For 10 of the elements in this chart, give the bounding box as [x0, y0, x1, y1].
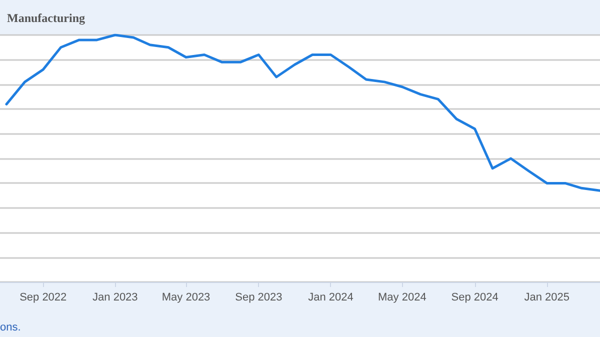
- text: ons.: [0, 322, 21, 334]
- x-tick-label: Jan 2025: [524, 292, 570, 304]
- x-tick-label: May 2023: [162, 292, 210, 304]
- x-tick-label: Jan 2024: [308, 292, 354, 304]
- x-tick-label: Sep 2023: [235, 292, 282, 304]
- x-tick-label: Sep 2024: [451, 292, 498, 304]
- x-tick-label: Jan 2023: [92, 292, 138, 304]
- chart-title: Manufacturing: [7, 11, 85, 25]
- x-tick-label: May 2024: [378, 292, 426, 304]
- x-tick-label: Sep 2022: [20, 292, 67, 304]
